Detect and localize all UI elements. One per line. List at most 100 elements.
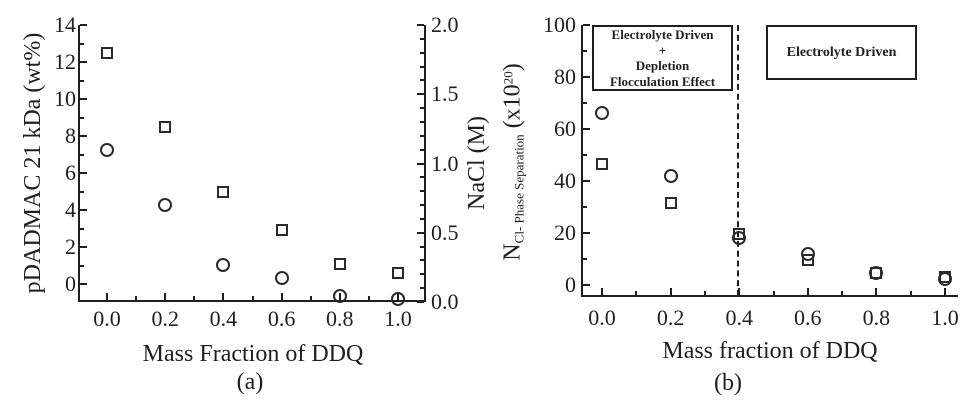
panel-b-x-minor-tick [909, 291, 912, 295]
panel-a-left-y-major-tick [80, 135, 87, 137]
panel-a-right-y-tick-label: 2.0 [431, 12, 459, 37]
panel-b-x-tick-label: 0.4 [725, 305, 753, 330]
annotation-box-electrolyte-driven: Electrolyte Driven [766, 25, 917, 80]
y-label-subscript: Cl- Phase Separation [511, 134, 527, 244]
panel-a-left-y-minor-tick [80, 79, 84, 82]
y-label-superscript: 20 [500, 71, 516, 85]
panel-a-left-y-minor-tick [80, 264, 84, 267]
data-point-square [159, 120, 172, 133]
panel-a-right-y-major-tick [417, 24, 424, 26]
panel-b-y-minor-tick [583, 258, 587, 260]
data-point-circle [216, 257, 231, 272]
panel-a-left-y-tick-label: 2 [65, 234, 76, 259]
panel-a-x-minor-tick [309, 296, 312, 300]
panel-b-x-major-tick [944, 288, 946, 295]
panel-a-left-y-minor-tick [80, 42, 84, 45]
annotation-line: Flocculation Effect [609, 73, 716, 89]
data-point-square [392, 266, 404, 279]
panel-a-x-tick-label: 0.0 [93, 306, 121, 331]
panel-b-x-tick-label: 0.6 [794, 305, 822, 330]
data-point-square [101, 46, 113, 59]
panel-a-x-minor-tick [135, 296, 138, 300]
annotation-line: Electrolyte Driven [786, 44, 897, 60]
panel-a-right-y-minor-tick [420, 190, 424, 193]
panel-a-x-tick-label: 0.2 [151, 306, 179, 331]
panel-a-x-minor-tick [367, 296, 370, 300]
panel-a-left-y-minor-tick [80, 116, 84, 119]
data-point-square [664, 197, 677, 210]
panel-a-right-y-minor-tick [420, 273, 424, 276]
panel-b-x-axis-line [581, 295, 958, 297]
data-point-circle [938, 271, 952, 286]
panel-a-right-y-minor-tick [420, 245, 424, 248]
panel-a-right-y-minor-tick [420, 217, 424, 220]
panel-b-y-tick-label: 100 [543, 12, 576, 37]
data-point-circle [800, 246, 815, 261]
panel-a-x-major-tick [222, 293, 225, 300]
panel-b-y-tick-label: 80 [554, 64, 576, 89]
panel-b-x-major-tick [738, 288, 741, 295]
panel-b-y-minor-tick [583, 206, 587, 208]
panel-a-right-y-minor-tick [420, 176, 424, 179]
panel-a-left-y-minor-tick [80, 153, 84, 156]
panel-a-right-y-minor-tick [420, 204, 424, 207]
panel-a-caption: (a) [236, 369, 264, 395]
data-point-circle [869, 266, 884, 281]
panel-b-y-tick-label: 40 [554, 168, 576, 193]
panel-b-y-tick-label: 60 [554, 116, 576, 141]
data-point-square [275, 224, 288, 237]
panel-a-right-y-tick-label: 0.0 [431, 289, 459, 314]
panel-a-left-y-major-tick [80, 172, 87, 174]
panel-a-right-y-minor-tick [420, 37, 424, 40]
panel-b-y-major-tick [583, 284, 590, 286]
panel-a-x-tick-label: 0.4 [209, 306, 238, 331]
data-point-square [596, 158, 608, 171]
data-point-circle [332, 289, 347, 304]
panel-b-y-minor-tick [583, 50, 587, 52]
panel-b-x-major-tick [875, 288, 878, 295]
panel-a-right-y-major-tick [417, 162, 424, 165]
panel-a-left-y-tick-label: 10 [54, 86, 76, 111]
panel-b-y-major-tick [583, 180, 590, 182]
panel-a-left-y-tick-label: 0 [65, 271, 76, 296]
panel-a-left-y-major-tick [80, 24, 87, 26]
panel-b-y-minor-tick [583, 154, 587, 156]
panel-a-left-y-major-tick [80, 283, 87, 285]
panel-a-x-major-tick [164, 293, 167, 300]
panel-b-y-major-tick [583, 232, 590, 234]
panel-b-y-minor-tick [583, 102, 587, 104]
panel-b-y-axis-line [581, 25, 583, 297]
panel-a-x-major-tick [280, 293, 283, 300]
panel-b-y-major-tick [583, 128, 590, 130]
panel-b-y-tick-label: 20 [554, 220, 576, 245]
panel-a-right-y-minor-tick [420, 65, 424, 68]
data-point-circle [391, 292, 405, 307]
panel-a-left-y-tick-label: 6 [65, 160, 76, 185]
panel-b-caption: (b) [714, 370, 742, 396]
data-point-square [333, 257, 346, 270]
data-point-circle [663, 168, 678, 183]
panel-b-x-axis-label: Mass fraction of DDQ [662, 338, 878, 364]
annotation-line: + [658, 42, 667, 58]
panel-a-right-y-major-tick [417, 231, 424, 234]
panel-b-y-major-tick [583, 76, 590, 78]
panel-a-right-y-major-tick [417, 301, 424, 303]
panel-b-x-major-tick [601, 288, 603, 295]
data-point-circle [595, 106, 609, 121]
panel-a-x-axis-label: Mass Fraction of DDQ [142, 341, 364, 367]
panel-a-right-y-minor-tick [420, 120, 424, 123]
panel-a-left-y-axis-line [78, 25, 80, 302]
panel-b-y-major-tick [583, 24, 590, 26]
panel-a-right-y-minor-tick [420, 134, 424, 137]
panel-b-x-minor-tick [635, 291, 638, 295]
data-point-circle [158, 198, 173, 213]
panel-a-right-y-minor-tick [420, 107, 424, 110]
annotation-line: Electrolyte Driven [611, 27, 714, 42]
panel-a-x-tick-label: 1.0 [384, 306, 412, 331]
panel-a-x-minor-tick [251, 296, 254, 300]
panel-b-x-minor-tick [841, 291, 844, 295]
phase-boundary-dashed-line [737, 25, 739, 296]
panel-a-left-y-minor-tick [80, 227, 84, 230]
panel-b-x-tick-label: 0.8 [862, 305, 891, 330]
